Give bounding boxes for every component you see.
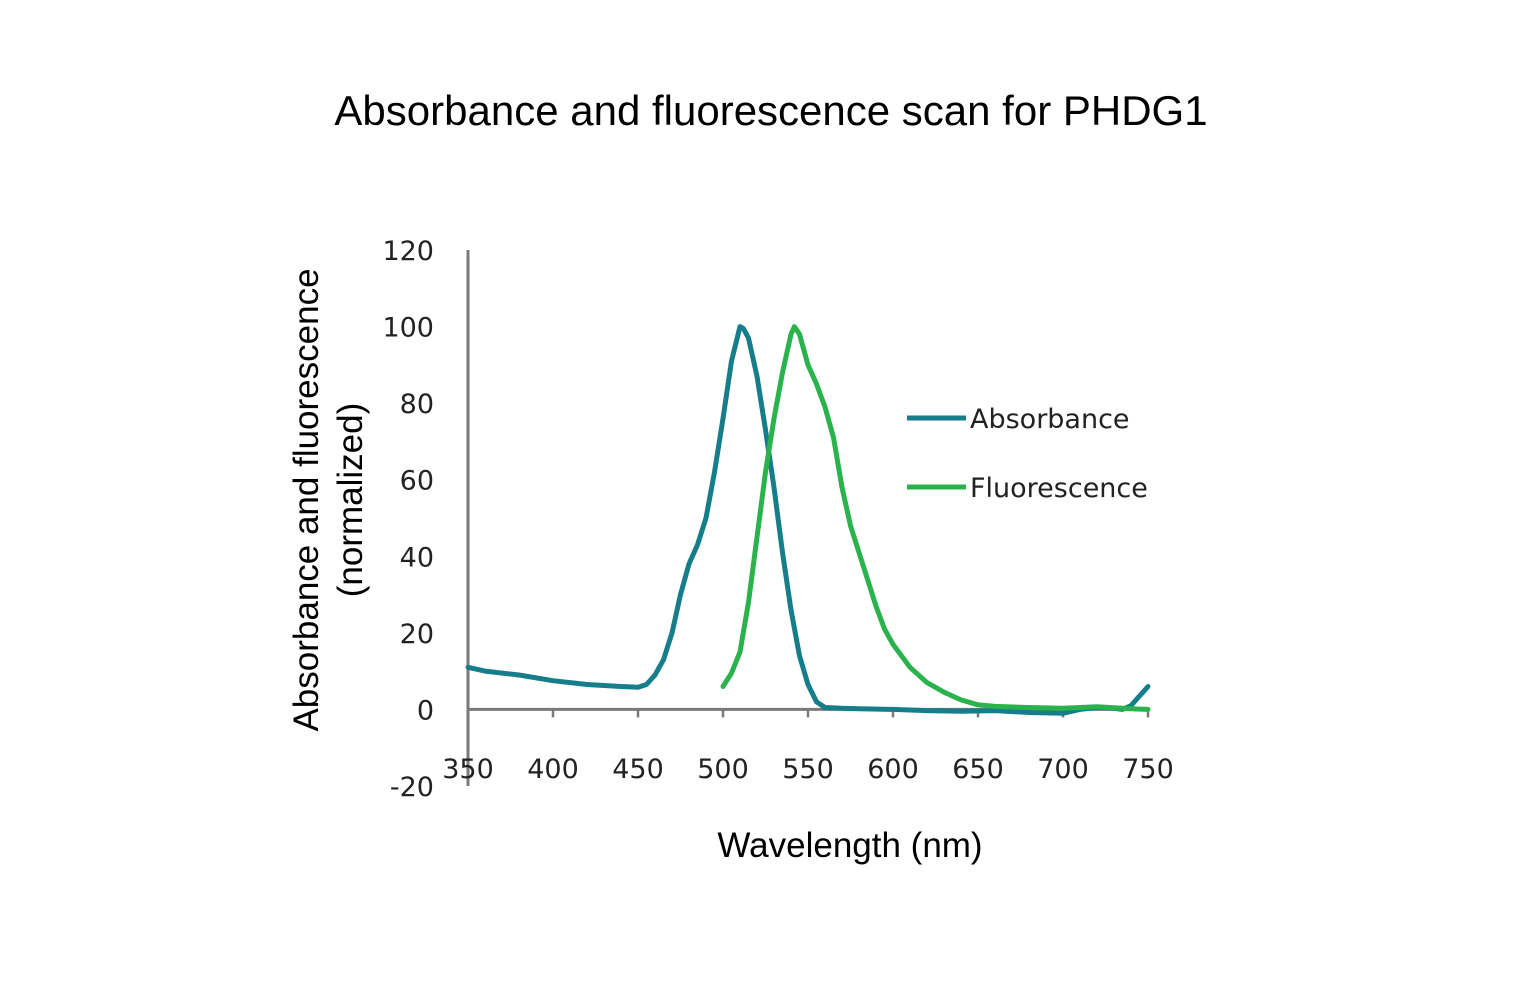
legend: Absorbance Fluorescence [907, 404, 1148, 504]
y-axis-label-line-2: (normalized) [331, 403, 370, 598]
x-tick-label: 550 [782, 754, 834, 785]
legend-label-fluorescence: Fluorescence [970, 473, 1148, 504]
x-tick-label: 600 [867, 754, 919, 785]
y-tick-label: 80 [400, 389, 434, 420]
legend-label-absorbance: Absorbance [970, 404, 1130, 435]
x-tick-label: 500 [697, 754, 749, 785]
y-tick-label: -20 [390, 772, 434, 803]
y-tick-label: 60 [400, 466, 434, 497]
y-tick-label: 40 [400, 542, 434, 573]
x-axis-label: Wavelength (nm) [717, 826, 982, 865]
axes: -20 0 20 40 60 80 100 120 350 400 450 500 550 600 650 7… [382, 236, 1173, 803]
y-tick-label: 120 [382, 236, 434, 267]
x-tick-label: 400 [527, 754, 579, 785]
x-tick-label: 450 [612, 754, 664, 785]
y-tick-label: 20 [400, 619, 434, 650]
y-axis-label: Absorbance and fluorescence (normalized) [287, 268, 370, 731]
series-line-absorbance [465, 324, 1151, 716]
x-tick-label: 700 [1037, 754, 1089, 785]
y-tick-label: 0 [417, 695, 434, 726]
series-line-fluorescence [720, 324, 1151, 712]
x-tick-label: 350 [442, 754, 494, 785]
y-tick-label: 100 [382, 313, 434, 344]
x-tick-label: 750 [1122, 754, 1174, 785]
series-layer [465, 324, 1151, 716]
chart-title: Absorbance and fluorescence scan for PHD… [334, 87, 1207, 134]
x-tick-label: 650 [952, 754, 1004, 785]
y-axis-label-line-1: Absorbance and fluorescence [287, 268, 326, 731]
